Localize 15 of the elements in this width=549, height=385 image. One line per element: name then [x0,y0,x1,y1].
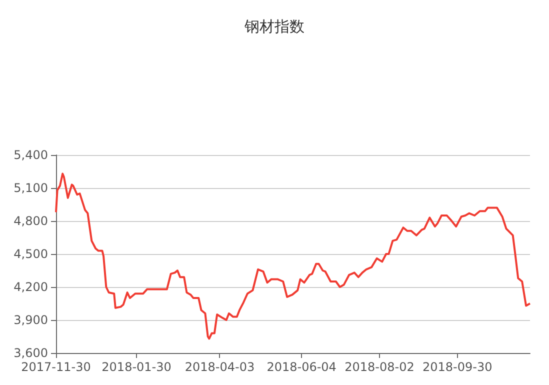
y-tick-label: 4,500 [14,247,48,261]
x-tick-label: 2017-11-30 [21,360,91,374]
chart-title: 钢材指数 [244,18,304,36]
x-tick-label: 2018-06-04 [266,360,336,374]
x-tick-label: 2018-09-30 [422,360,492,374]
x-tick-label: 2018-01-30 [102,360,172,374]
y-tick-label: 4,800 [14,214,48,228]
y-tick-label: 5,100 [14,181,48,195]
y-tick-label: 5,400 [14,148,48,162]
line-series [55,172,531,340]
x-tick-label: 2018-08-02 [344,360,414,374]
y-tick-label: 3,900 [14,313,48,327]
x-tick-label: 2018-04-03 [184,360,255,374]
y-tick-label: 3,600 [14,346,48,360]
y-tick-label: 4,200 [14,280,48,294]
